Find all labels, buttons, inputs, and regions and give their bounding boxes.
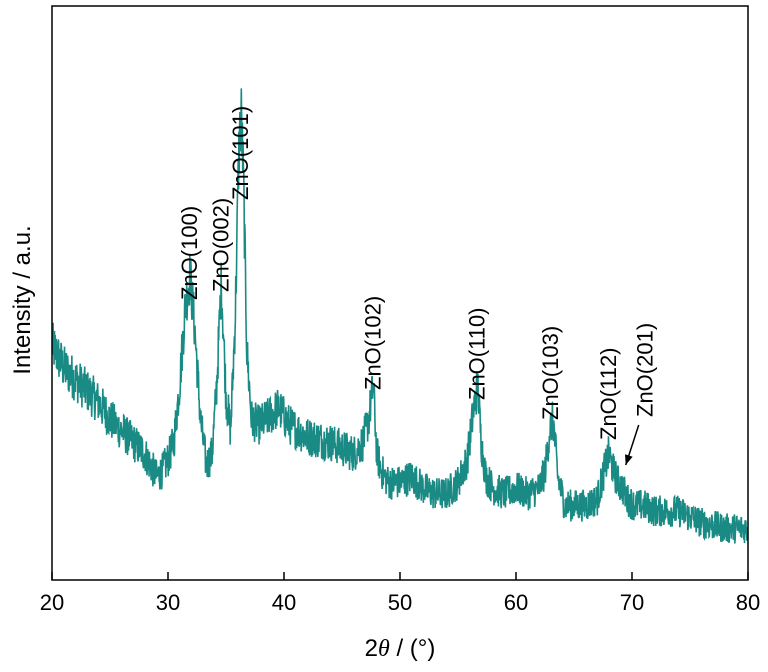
peak-annotation: ZnO(110)	[465, 307, 490, 400]
y-axis-title: Intensity / a.u.	[9, 225, 36, 374]
x-axis-title-symbol: θ	[378, 636, 390, 662]
x-tick-label: 30	[156, 590, 180, 615]
x-tick-label: 40	[272, 590, 296, 615]
peak-annotation: ZnO(102)	[360, 296, 385, 390]
x-tick-label: 60	[504, 590, 528, 615]
x-axis-title: 2θ / (°)	[365, 635, 436, 662]
x-tick-label: 20	[40, 590, 64, 615]
xrd-pattern-line	[52, 88, 748, 544]
x-tick-label: 50	[388, 590, 412, 615]
x-axis-title-suffix: / (°)	[390, 635, 436, 662]
peak-annotation: ZnO(112)	[596, 347, 621, 440]
peak-annotation: ZnO(002)	[208, 198, 233, 292]
peak-annotation: ZnO(101)	[228, 106, 253, 200]
x-axis-title-prefix: 2	[365, 635, 378, 662]
plot-frame	[51, 5, 749, 581]
annotation-arrow-head	[625, 454, 633, 465]
peak-annotation: ZnO(103)	[538, 326, 563, 420]
x-tick-label: 80	[736, 590, 760, 615]
x-tick-label: 70	[620, 590, 644, 615]
peak-annotation: ZnO(100)	[177, 206, 202, 300]
peak-annotation: ZnO(201)	[633, 323, 658, 417]
